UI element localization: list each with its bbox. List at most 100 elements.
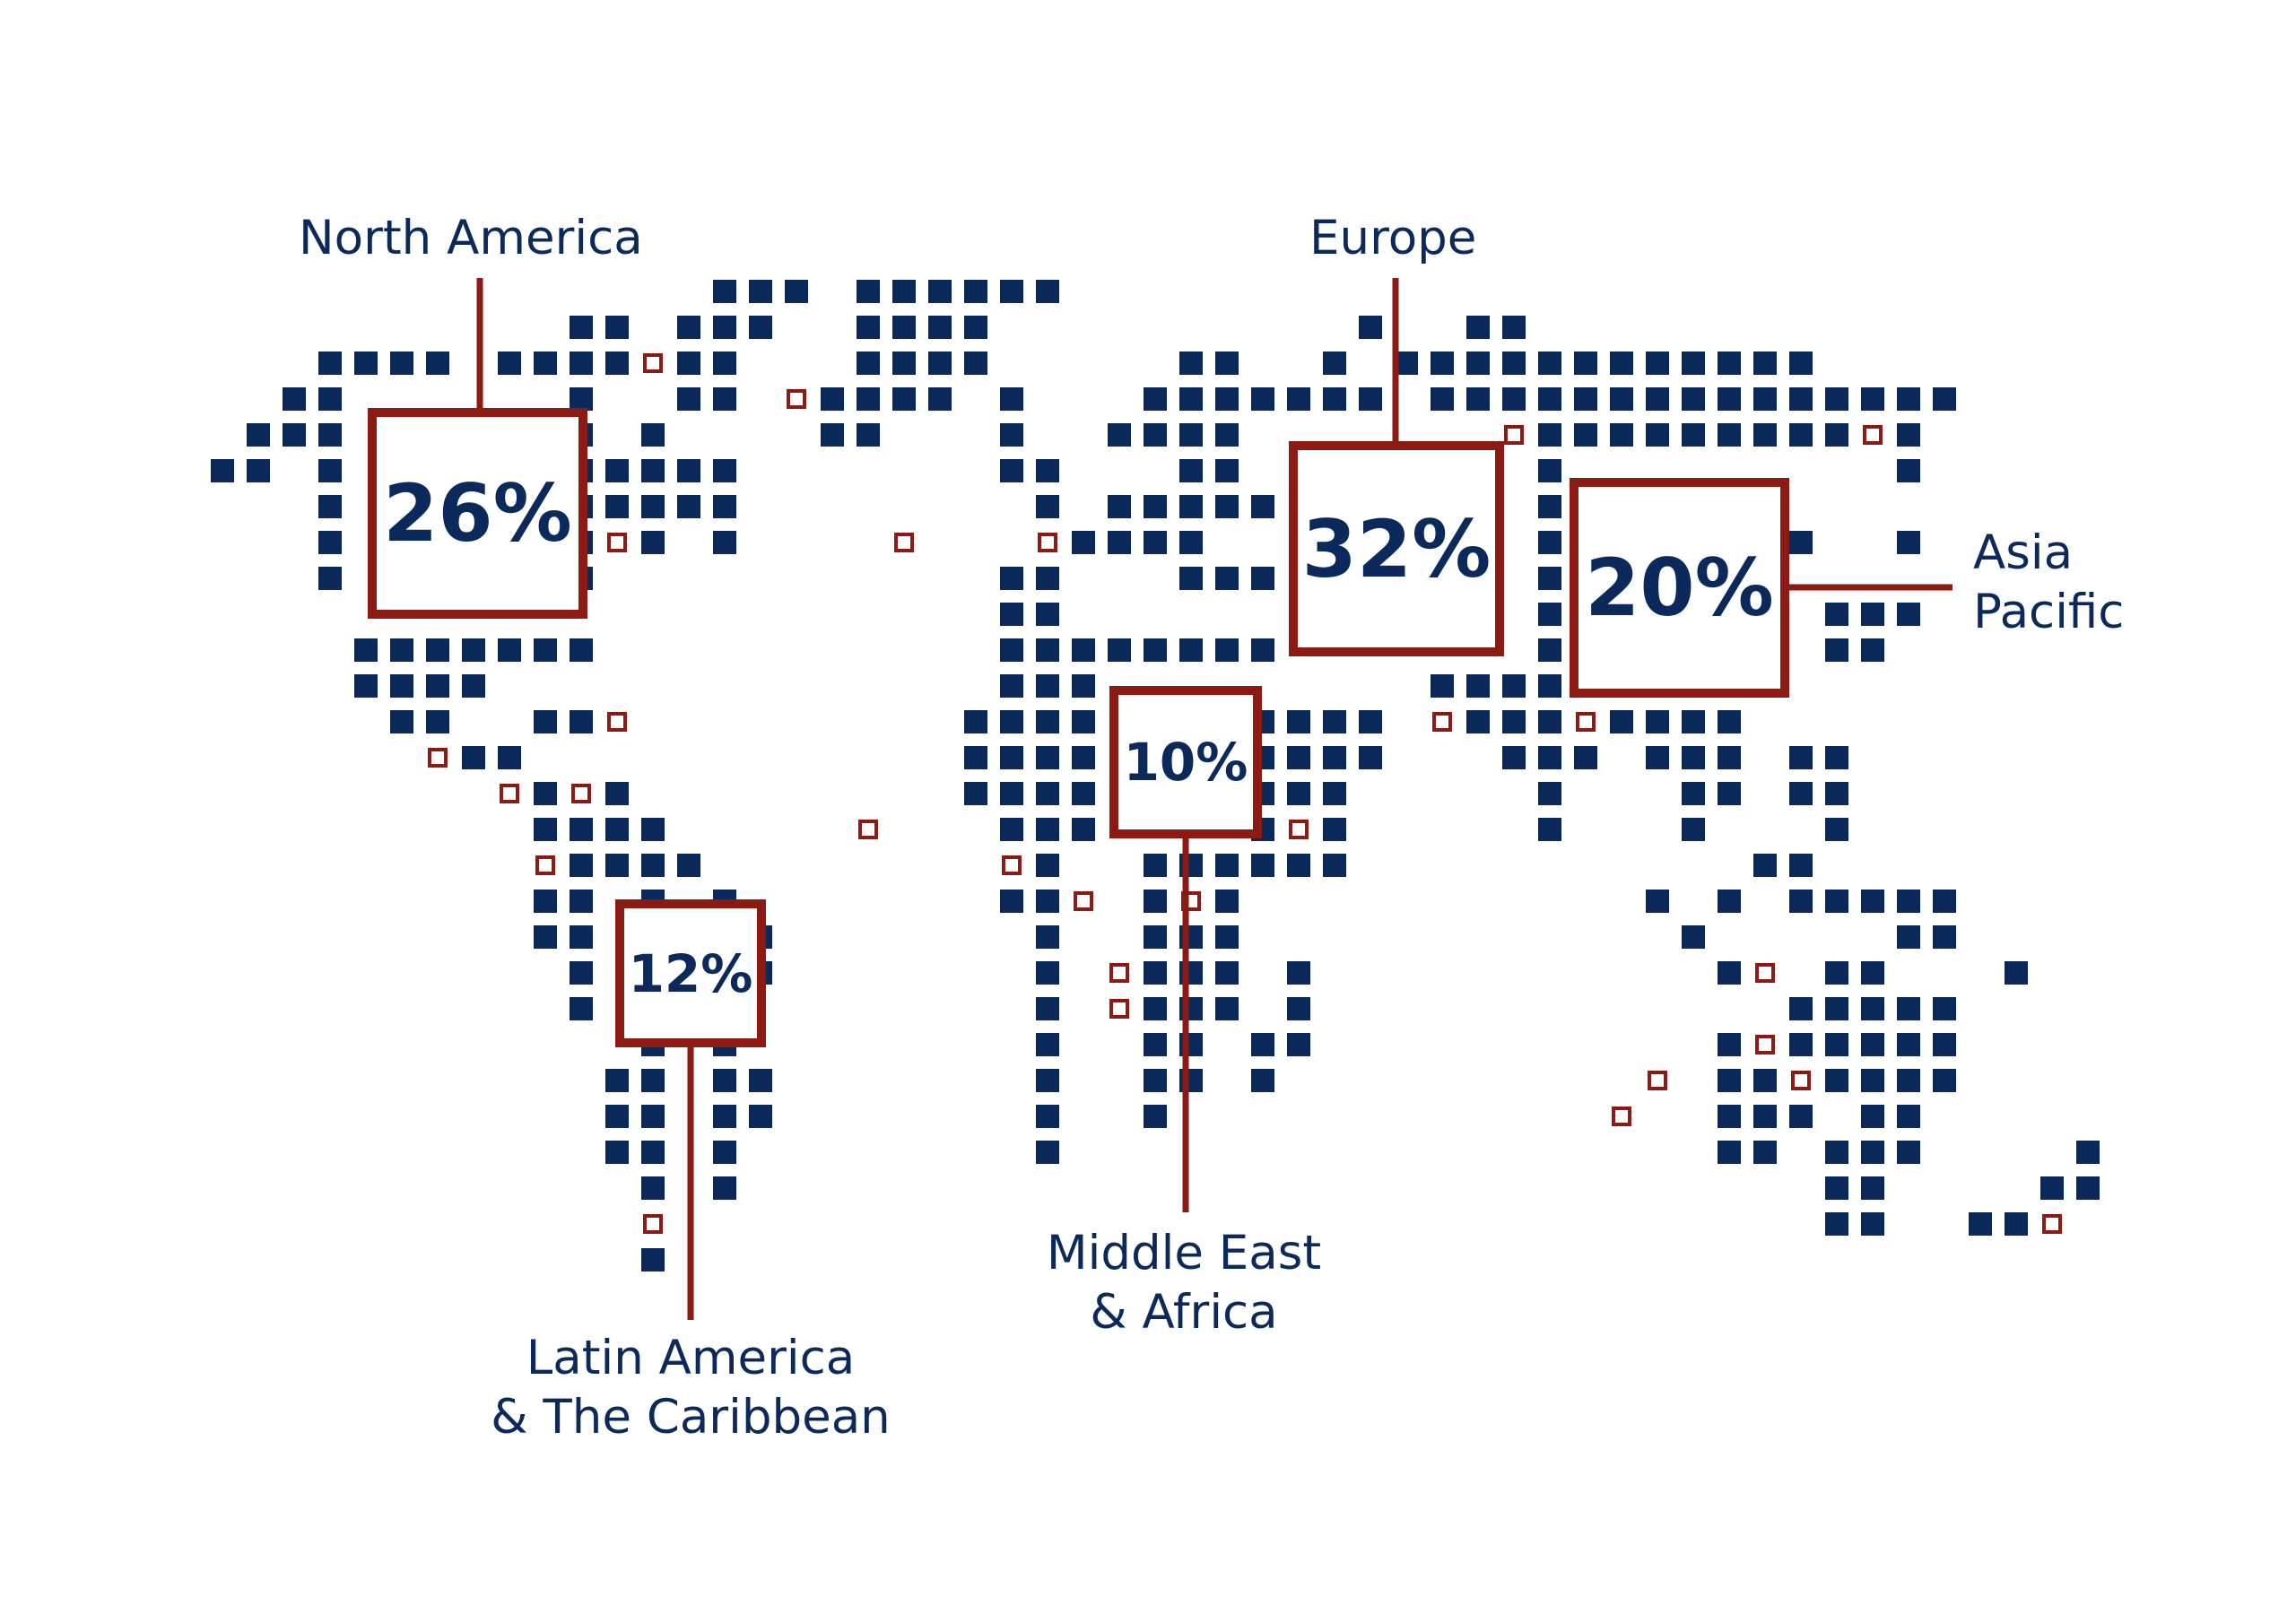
land-cell [1466, 316, 1490, 339]
office-marker [643, 1214, 663, 1234]
land-cell [1646, 352, 1669, 375]
office-marker [1755, 1035, 1775, 1055]
land-cell [892, 280, 916, 303]
land-cell [1753, 1069, 1777, 1092]
land-cell [1036, 925, 1059, 949]
land-cell [605, 854, 629, 877]
land-cell [1538, 674, 1561, 698]
land-cell [1036, 459, 1059, 482]
land-cell [1144, 531, 1167, 554]
land-cell [534, 890, 557, 913]
land-cell [1538, 459, 1561, 482]
land-cell [1789, 997, 1813, 1020]
land-cell [605, 1069, 629, 1092]
land-cell [1287, 997, 1310, 1020]
land-cell [390, 710, 413, 733]
land-cell [211, 459, 234, 482]
land-cell [1502, 316, 1526, 339]
land-cell [1144, 638, 1167, 662]
land-cell [1574, 746, 1597, 769]
land-cell [534, 352, 557, 375]
land-cell [1861, 1033, 1884, 1056]
land-cell [1144, 387, 1167, 411]
land-cell [2040, 1176, 2064, 1200]
land-cell [785, 280, 808, 303]
land-cell [1287, 854, 1310, 877]
land-cell [1072, 818, 1095, 841]
land-cell [1251, 1069, 1274, 1092]
land-cell [570, 997, 593, 1020]
land-cell [1682, 352, 1705, 375]
land-cell [1825, 638, 1848, 662]
land-cell [749, 1069, 772, 1092]
land-cell [713, 387, 736, 411]
land-cell [1682, 925, 1705, 949]
land-cell [1610, 387, 1633, 411]
land-cell [1718, 890, 1741, 913]
land-cell [1036, 1141, 1059, 1164]
land-cell [1000, 674, 1023, 698]
land-cell [713, 495, 736, 518]
land-cell [1108, 638, 1131, 662]
land-cell [1538, 818, 1561, 841]
land-cell [1789, 746, 1813, 769]
land-cell [677, 854, 700, 877]
land-cell [1144, 854, 1167, 877]
land-cell [1108, 423, 1131, 447]
land-cell [1215, 352, 1239, 375]
land-cell [749, 280, 772, 303]
office-marker [643, 353, 663, 373]
land-cell [570, 352, 593, 375]
land-cell [964, 280, 987, 303]
land-cell [1538, 638, 1561, 662]
land-cell [892, 316, 916, 339]
office-marker [2042, 1214, 2062, 1234]
land-cell [283, 423, 306, 447]
land-cell [1789, 531, 1813, 554]
land-cell [390, 638, 413, 662]
land-cell [1036, 495, 1059, 518]
land-cell [641, 1069, 665, 1092]
land-cell [1072, 638, 1095, 662]
land-cell [1718, 423, 1741, 447]
land-cell [1036, 997, 1059, 1020]
land-cell [713, 1176, 736, 1200]
land-cell [1538, 782, 1561, 805]
land-cell [892, 387, 916, 411]
land-cell [1179, 495, 1203, 518]
land-cell [677, 495, 700, 518]
land-cell [318, 423, 342, 447]
land-cell [1861, 1212, 1884, 1236]
land-cell [1861, 603, 1884, 626]
land-cell [1072, 746, 1095, 769]
land-cell [1574, 387, 1597, 411]
land-cell [1861, 1176, 1884, 1200]
land-cell [1933, 925, 1956, 949]
land-cell [1144, 961, 1167, 985]
land-cell [1144, 1033, 1167, 1056]
land-cell [1251, 567, 1274, 590]
land-cell [354, 674, 378, 698]
land-cell [534, 818, 557, 841]
land-cell [1718, 1069, 1741, 1092]
land-cell [318, 352, 342, 375]
land-cell [928, 352, 952, 375]
land-cell [1072, 710, 1095, 733]
office-marker [1109, 963, 1129, 983]
land-cell [1000, 387, 1023, 411]
land-cell [1897, 925, 1920, 949]
land-cell [1144, 997, 1167, 1020]
land-cell [1682, 818, 1705, 841]
land-cell [1000, 746, 1023, 769]
land-cell [1718, 1033, 1741, 1056]
land-cell [1036, 746, 1059, 769]
land-cell [1036, 603, 1059, 626]
office-marker [1038, 533, 1057, 552]
land-cell [1000, 890, 1023, 913]
land-cell [1036, 782, 1059, 805]
land-cell [1215, 925, 1239, 949]
land-cell [570, 818, 593, 841]
land-cell [857, 423, 880, 447]
land-cell [1215, 423, 1239, 447]
land-cell [426, 674, 449, 698]
